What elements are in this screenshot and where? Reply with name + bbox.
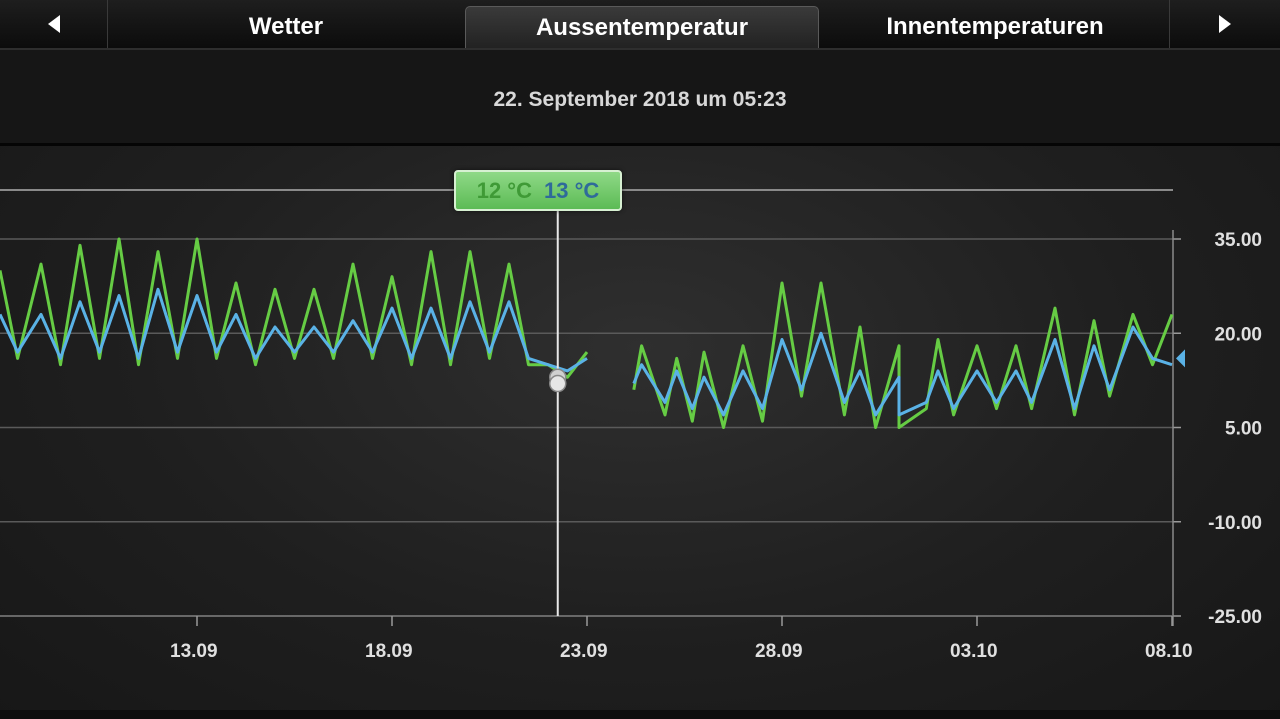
chevron-right-icon <box>1219 15 1231 33</box>
tab-innentemperaturen[interactable]: Innentemperaturen <box>886 13 1104 40</box>
date-header: 22. September 2018 um 05:23 <box>0 50 1280 146</box>
green-series-line <box>0 237 589 379</box>
y-tick-label: 20.00 <box>1214 324 1262 345</box>
chevron-left-icon <box>47 15 60 33</box>
blue-series-line <box>0 287 588 373</box>
bottom-edge <box>0 710 1280 719</box>
x-tick-label: 18.09 <box>365 641 413 662</box>
y-tick-label: 35.00 <box>1214 230 1262 251</box>
temperature-chart[interactable]: 35.00 20.00 5.00 -10.00 -25.00 13.09 18.09 23.0… <box>0 146 1280 719</box>
y-tick-label: -25.00 <box>1208 607 1262 628</box>
cursor-knob-green <box>549 374 567 393</box>
blue-series-line <box>632 325 1173 417</box>
previous-page-button[interactable] <box>0 0 108 48</box>
x-tick-label: 08.10 <box>1145 641 1193 662</box>
x-tick-label: 03.10 <box>950 641 998 662</box>
y-tick-label: 5.00 <box>1225 419 1262 440</box>
tab-wetter[interactable]: Wetter <box>248 13 324 40</box>
x-tick-label: 23.09 <box>560 641 608 662</box>
tab-aussentemperatur[interactable]: Aussentemperatur <box>465 6 819 48</box>
series-end-marker <box>1176 349 1185 368</box>
x-tick-label: 28.09 <box>755 641 803 662</box>
tooltip-green-value: 12 °C <box>476 177 532 203</box>
tooltip-blue-value: 13 °C <box>544 177 600 203</box>
date-label: 22. September 2018 um 05:23 <box>493 88 787 111</box>
chart-svg: 35.00 20.00 5.00 -10.00 -25.00 13.09 18.09 23.0… <box>0 189 1262 662</box>
y-tick-label: -10.00 <box>1208 513 1262 534</box>
green-series-line <box>632 281 1174 429</box>
next-page-button[interactable] <box>1169 0 1280 48</box>
tab-bar: Wetter Aussentemperatur Innentemperature… <box>0 0 1280 50</box>
chart-tooltip: 12 °C 13 °C <box>454 170 622 211</box>
x-tick-label: 13.09 <box>170 641 218 662</box>
